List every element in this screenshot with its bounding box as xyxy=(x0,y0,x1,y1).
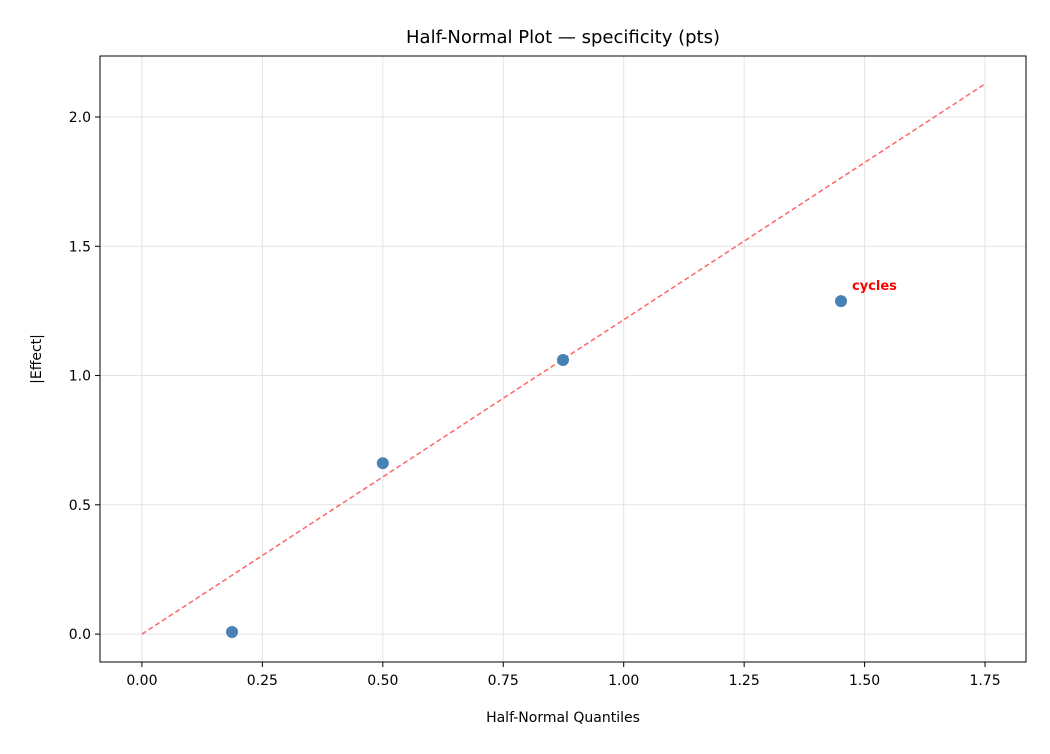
y-tick-label: 0.5 xyxy=(69,498,91,514)
chart-title: Half-Normal Plot — specificity (pts) xyxy=(406,27,720,48)
y-tick-label: 2.0 xyxy=(69,110,91,126)
x-tick-label: 1.25 xyxy=(729,673,760,689)
x-tick-label: 1.75 xyxy=(969,673,1000,689)
y-tick-label: 1.5 xyxy=(69,239,91,255)
x-tick-label: 1.50 xyxy=(849,673,880,689)
x-axis-label: Half-Normal Quantiles xyxy=(486,710,640,726)
y-tick-label: 0.0 xyxy=(69,627,91,643)
data-point xyxy=(557,354,569,367)
x-tick-label: 1.00 xyxy=(608,673,639,689)
x-tick-label: 0.75 xyxy=(488,673,519,689)
point-annotation: cycles xyxy=(852,279,897,294)
data-point xyxy=(834,295,847,308)
x-tick-label: 0.25 xyxy=(247,673,278,689)
x-tick-label: 0.50 xyxy=(367,673,398,689)
data-point xyxy=(226,626,239,639)
y-tick-label: 1.0 xyxy=(69,369,91,385)
x-tick-label: 0.00 xyxy=(126,673,157,689)
y-axis-label: |Effect| xyxy=(29,334,45,384)
data-point xyxy=(376,457,389,470)
plot-frame xyxy=(99,55,1027,663)
